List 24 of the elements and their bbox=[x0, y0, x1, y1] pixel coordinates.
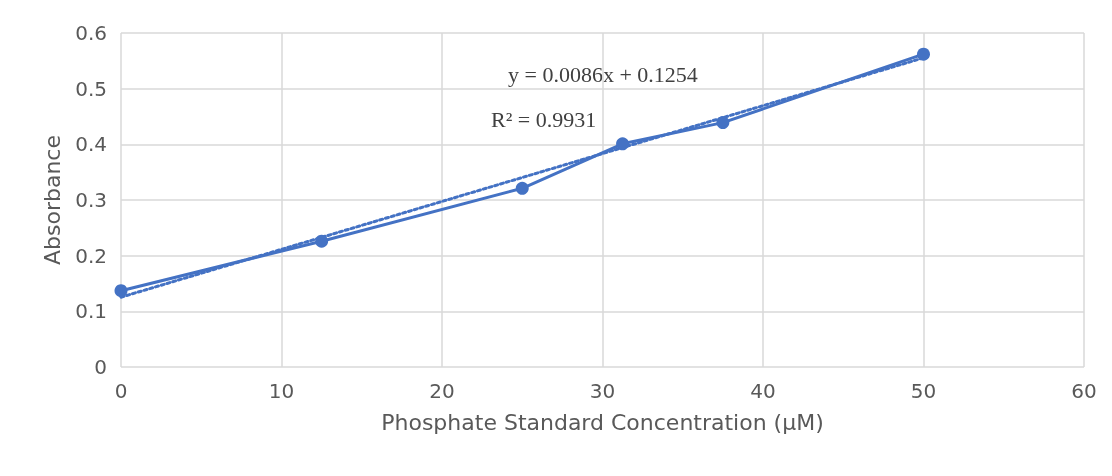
x-tick-label: 10 bbox=[268, 379, 295, 403]
y-tick-label: 0.4 bbox=[75, 132, 107, 157]
y-tick-label: 0.5 bbox=[75, 76, 107, 101]
annotation: R² = 0.9931 bbox=[491, 106, 597, 132]
point bbox=[114, 284, 128, 298]
y-axis-title: Absorbance bbox=[39, 134, 65, 266]
annotation: y = 0.0086x + 0.1254 bbox=[508, 61, 698, 87]
point bbox=[716, 116, 730, 130]
x-tick-label: 0 bbox=[114, 379, 128, 403]
y-tick-label: 0.3 bbox=[75, 188, 107, 212]
point bbox=[315, 234, 329, 248]
y-tick-label: 0.2 bbox=[75, 243, 107, 268]
y-tick-label: 0.6 bbox=[75, 21, 107, 45]
x-tick-label: 30 bbox=[589, 379, 616, 403]
point bbox=[616, 137, 630, 151]
y-tick-label: 0 bbox=[94, 355, 107, 379]
y-tick-label: 0.1 bbox=[75, 299, 107, 324]
x-tick-label: 50 bbox=[910, 379, 937, 403]
point bbox=[917, 47, 930, 61]
x-tick-label: 20 bbox=[429, 379, 455, 403]
x-axis-title: Phosphate Standard Concentration (µM) bbox=[381, 409, 824, 435]
x-tick-label: 60 bbox=[1071, 379, 1097, 403]
point bbox=[515, 181, 529, 195]
x-tick-label: 40 bbox=[750, 379, 776, 403]
